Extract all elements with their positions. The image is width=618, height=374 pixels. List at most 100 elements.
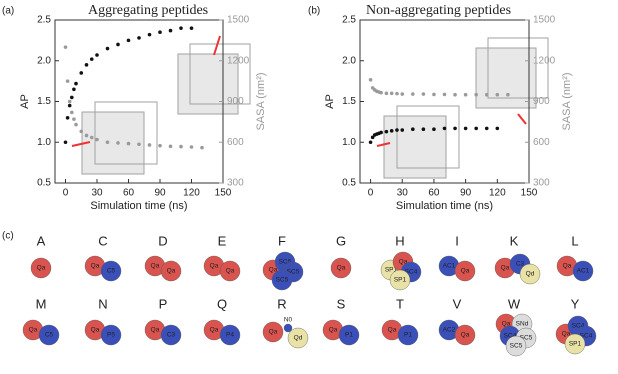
residue-letter: F (278, 233, 286, 248)
y-axis-label: AP (19, 94, 31, 109)
bead-label: Qa (461, 268, 470, 275)
bead-label: SC5 (276, 277, 289, 284)
y2-tick-label: 1200 (533, 55, 556, 66)
bead-label: Qa (461, 332, 470, 339)
residue-letter: Y (571, 296, 580, 311)
data-point (432, 127, 436, 132)
data-point (72, 117, 76, 121)
data-point (400, 128, 405, 132)
y2-tick-label: 300 (227, 178, 244, 189)
data-point (116, 141, 120, 145)
bead-label: P1 (404, 332, 412, 339)
residue-letter: V (453, 296, 462, 311)
bead-label: Qa (226, 268, 235, 275)
data-point (395, 128, 399, 132)
data-point (89, 57, 94, 61)
y2-axis-label: SASA (nm²) (561, 72, 573, 130)
y-tick-label: 1.0 (342, 137, 356, 148)
bead-label: SC4 (580, 333, 593, 340)
bead (389, 269, 411, 291)
residue-letter: R (277, 296, 286, 311)
bead-label: N0 (284, 317, 293, 324)
bead-label: SP1 (385, 267, 398, 274)
data-point (179, 144, 183, 149)
x-tick-label: 90 (154, 188, 166, 199)
bead (160, 324, 182, 346)
residue-letter: T (396, 296, 404, 311)
data-point (116, 42, 120, 47)
y2-axis-label: SASA (nm²) (255, 72, 267, 130)
bead (454, 324, 476, 346)
bead-label: C5 (107, 268, 116, 275)
bead-label: Qa (151, 263, 160, 270)
bead-label: SC4 (572, 323, 585, 330)
bead-label: Qa (167, 268, 176, 275)
data-point (421, 127, 426, 132)
panel-label: (b) (308, 6, 320, 17)
bead-label: SC5 (520, 335, 533, 342)
data-point (95, 137, 99, 142)
data-point (411, 127, 415, 132)
bead-label: Qa (329, 327, 338, 334)
data-point (67, 103, 72, 108)
y-tick-label: 0.5 (37, 178, 51, 189)
chart-title: Aggregating peptides (88, 3, 208, 18)
bead-label: Qa (337, 265, 346, 272)
residue-letter: S (337, 296, 346, 311)
data-point (421, 92, 426, 96)
y-tick-label: 2.0 (37, 55, 51, 66)
data-point (200, 145, 204, 150)
y2-tick-label: 1500 (227, 15, 250, 26)
bead-label: C3 (516, 261, 525, 268)
data-point (79, 129, 84, 134)
data-point (395, 91, 399, 96)
bead-label: Qa (91, 263, 100, 270)
bead-label: Qa (91, 327, 100, 334)
bead-label: P4 (226, 332, 234, 339)
y-tick-label: 2.0 (342, 55, 356, 66)
bead-label: Qd (526, 271, 535, 278)
bead-label: Qd (294, 335, 303, 342)
data-point (400, 92, 405, 96)
bead-label: Qa (210, 263, 219, 270)
bead (519, 263, 541, 285)
y2-tick-label: 600 (227, 137, 244, 148)
bead-label: Qa (29, 327, 38, 334)
x-tick-label: 120 (489, 188, 506, 199)
data-point (432, 92, 436, 97)
bead (330, 257, 352, 279)
data-point (442, 126, 447, 131)
bead (283, 323, 293, 333)
y-tick-label: 1.5 (37, 96, 51, 107)
bead (505, 335, 527, 357)
bead-label: SC5 (287, 269, 300, 276)
x-axis-label: Simulation time (ns) (396, 200, 493, 212)
inset-b1 (383, 37, 549, 179)
data-point (147, 32, 152, 37)
data-point (126, 38, 131, 43)
data-point (463, 126, 468, 131)
data-point (379, 90, 383, 95)
x-tick-label: 60 (428, 188, 440, 199)
bead (219, 324, 241, 346)
bead-label: AC1 (577, 268, 590, 275)
y2-tick-label: 300 (533, 178, 550, 189)
bead (397, 324, 419, 346)
x-tick-label: 30 (91, 188, 103, 199)
data-point (368, 77, 373, 82)
data-point (379, 130, 383, 135)
data-point (384, 129, 389, 134)
data-point (72, 87, 76, 92)
data-point (79, 71, 84, 75)
bead-label: SP1 (394, 277, 407, 284)
bead-label: Qa (269, 267, 278, 274)
residue-letter: A (37, 233, 46, 248)
y-tick-label: 1.5 (342, 96, 356, 107)
data-point (89, 135, 94, 140)
data-point (65, 116, 70, 120)
data-point (453, 126, 457, 131)
bead-label: C3 (167, 332, 176, 339)
data-point (158, 143, 162, 148)
data-point (63, 140, 68, 145)
y-axis-label: AP (324, 94, 336, 109)
